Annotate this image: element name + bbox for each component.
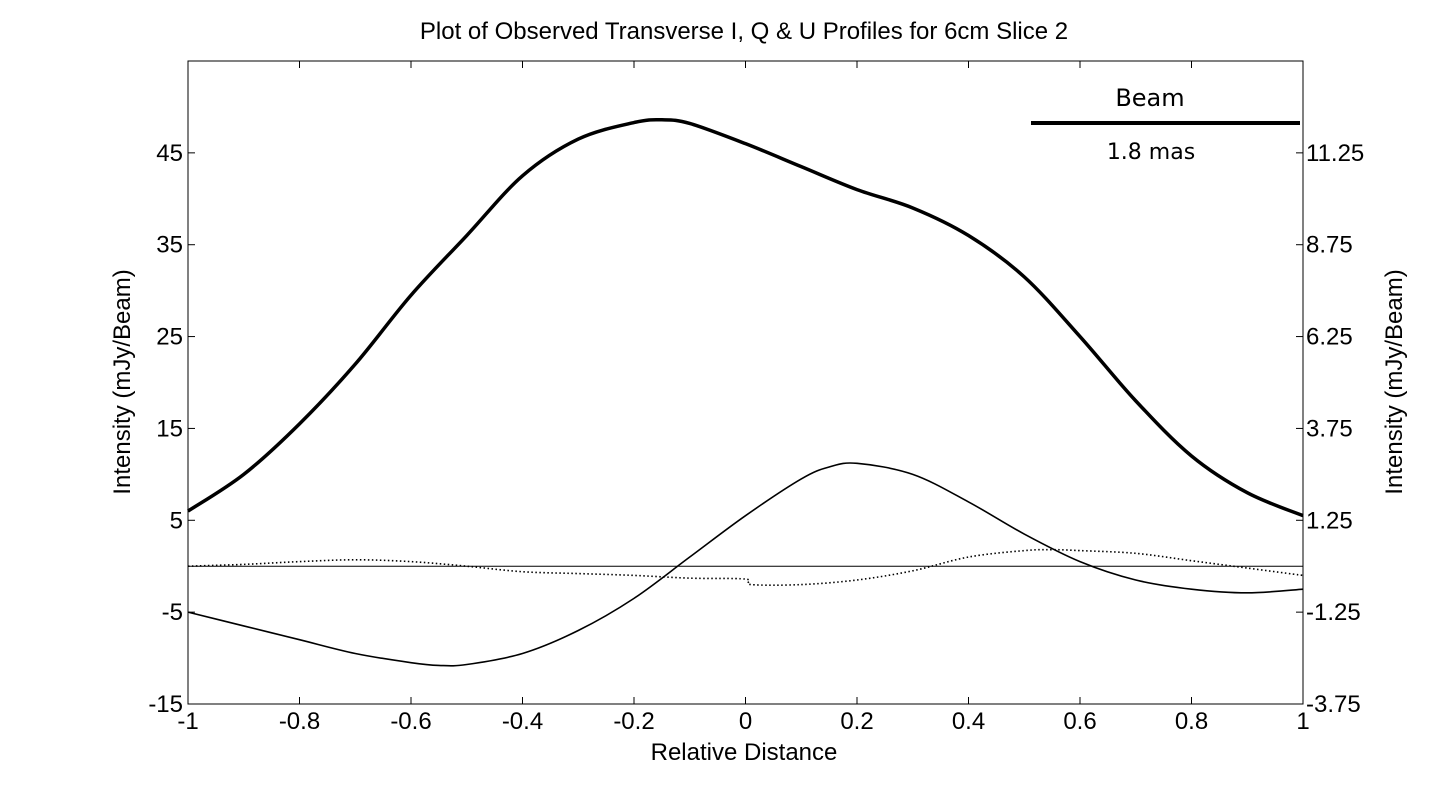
x-tick-label: -0.8 [279, 708, 320, 735]
y-tick-label: -5 [162, 599, 183, 626]
y-tick-label: 35 [156, 232, 183, 259]
chart-title: Plot of Observed Transverse I, Q & U Pro… [420, 18, 1068, 45]
y2-tick-label: 3.75 [1306, 415, 1353, 442]
x-tick-label: -1 [177, 708, 198, 735]
y2-tick-label: -1.25 [1306, 599, 1361, 626]
y2-tick-label: -3.75 [1306, 691, 1361, 718]
y2-axis-ticks: -3.75 -1.25 1.25 3.75 6.25 8.75 11.25 [1296, 140, 1364, 718]
beam-legend: Beam 1.8 mas [1031, 84, 1300, 165]
y2-tick-label: 1.25 [1306, 507, 1353, 534]
x-tick-label: -0.6 [390, 708, 431, 735]
x-tick-label: 0.2 [840, 708, 873, 735]
x-tick-label: 0.6 [1063, 708, 1096, 735]
x-tick-label: 0.4 [952, 708, 985, 735]
y2-axis-label: Intensity (mJy/Beam) [1381, 269, 1408, 494]
x-tick-label: 0 [739, 708, 752, 735]
x-tick-label: 0.8 [1175, 708, 1208, 735]
y-tick-label: 15 [156, 415, 183, 442]
y-tick-label: 45 [156, 140, 183, 167]
x-tick-label: -0.2 [613, 708, 654, 735]
series-line-thick [187, 117, 1304, 518]
y-axis-ticks: -15 -5 5 15 25 35 45 [148, 140, 195, 718]
beam-size-label: 1.8 mas [1107, 140, 1195, 165]
y2-tick-label: 8.75 [1306, 232, 1353, 259]
y2-tick-label: 11.25 [1306, 140, 1364, 167]
y-axis-label: Intensity (mJy/Beam) [109, 269, 136, 494]
series-layer [187, 117, 1304, 667]
x-tick-label: 1 [1296, 708, 1309, 735]
y-tick-label: 25 [156, 324, 183, 351]
x-axis-ticks: -1 -0.8 -0.6 -0.4 -0.2 0 0.2 0.4 0.6 0.8 1 [177, 61, 1310, 735]
series-line-thin [187, 462, 1304, 667]
x-axis-label: Relative Distance [651, 739, 838, 766]
series-line-dotted [187, 548, 1304, 587]
y2-tick-label: 6.25 [1306, 324, 1353, 351]
x-tick-label: -0.4 [502, 708, 543, 735]
beam-label: Beam [1115, 84, 1184, 112]
y-tick-label: 5 [170, 507, 183, 534]
y-tick-label: -15 [148, 691, 183, 718]
